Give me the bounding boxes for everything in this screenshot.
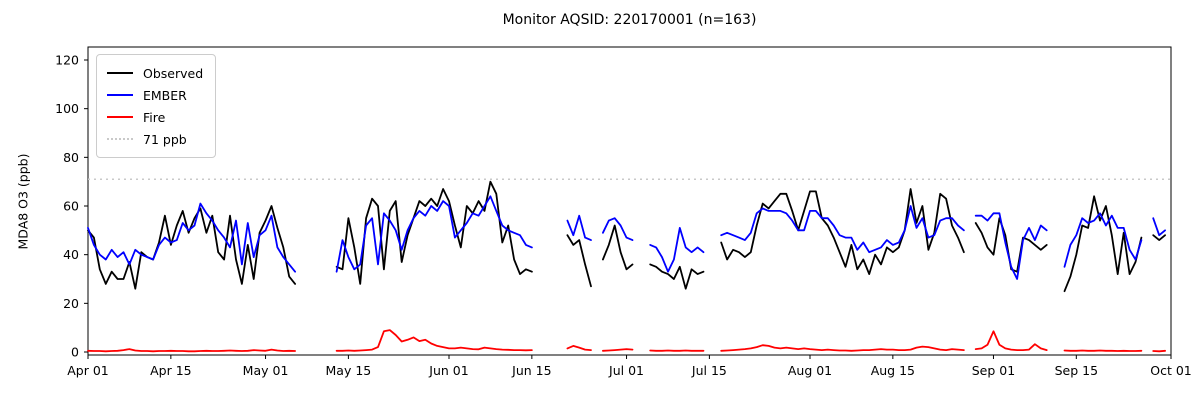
series-line-ember [87, 202, 297, 273]
series-line-ember [1152, 217, 1166, 237]
series-line-observed [649, 263, 705, 290]
legend-line-sample [107, 116, 133, 118]
legend-item-71-ppb: 71 ppb [107, 128, 203, 150]
series-line-ember [335, 195, 533, 273]
series-line-observed [1063, 195, 1143, 293]
y-tick-label: 60 [63, 199, 79, 214]
series-line-fire [974, 330, 1048, 352]
x-tick-label: Jul 15 [691, 363, 727, 378]
y-tick-label: 20 [63, 296, 79, 311]
x-tick-label: Jul 01 [608, 363, 644, 378]
series-line-fire [1152, 349, 1166, 353]
y-tick-label: 80 [63, 150, 79, 165]
x-tick-label: Apr 15 [150, 363, 192, 378]
x-tick-label: Oct 01 [1150, 363, 1192, 378]
plot-border [87, 46, 1172, 356]
series-line-ember [720, 205, 965, 254]
series-line-observed [1152, 234, 1166, 242]
series-line-ember [974, 212, 1048, 280]
legend-item-observed: Observed [107, 62, 203, 84]
series-line-fire [87, 348, 297, 353]
series-line-observed [87, 205, 297, 290]
x-tick-label: May 01 [243, 363, 289, 378]
legend-item-fire: Fire [107, 106, 203, 128]
series-line-ember [1063, 212, 1143, 268]
legend: Observed EMBER Fire 71 ppb [96, 54, 217, 158]
legend-label: Fire [143, 109, 166, 125]
series-line-fire [1063, 349, 1143, 352]
series-line-fire [602, 348, 634, 352]
series-line-ember [566, 214, 592, 242]
y-tick-label: 0 [71, 345, 79, 360]
legend-label: EMBER [143, 87, 187, 103]
x-tick-label: Aug 01 [788, 363, 832, 378]
x-tick-label: Apr 01 [67, 363, 109, 378]
series-line-observed [974, 217, 1048, 273]
series-line-ember [602, 217, 634, 242]
legend-line-sample [107, 138, 133, 140]
series-line-observed [602, 224, 634, 271]
series-line-ember [649, 226, 705, 273]
series-line-observed [566, 234, 592, 288]
legend-label: Observed [143, 65, 204, 81]
legend-label: 71 ppb [143, 131, 187, 147]
chart-title: Monitor AQSID: 220170001 (n=163) [502, 12, 757, 28]
series-line-fire [335, 329, 533, 352]
legend-item-ember: EMBER [107, 84, 203, 106]
series-line-fire [720, 344, 965, 352]
y-tick-label: 100 [55, 101, 79, 116]
x-tick-label: Jun 01 [428, 363, 468, 378]
legend-line-sample [107, 94, 133, 96]
x-tick-label: Aug 15 [871, 363, 915, 378]
x-tick-label: Jun 15 [511, 363, 551, 378]
x-tick-label: May 15 [326, 363, 372, 378]
y-tick-label: 40 [63, 247, 79, 262]
x-tick-label: Sep 15 [1055, 363, 1098, 378]
series-line-fire [566, 344, 592, 352]
y-tick-label: 120 [55, 53, 79, 68]
legend-line-sample [107, 72, 133, 74]
series-line-observed [720, 188, 965, 276]
x-tick-label: Sep 01 [972, 363, 1015, 378]
